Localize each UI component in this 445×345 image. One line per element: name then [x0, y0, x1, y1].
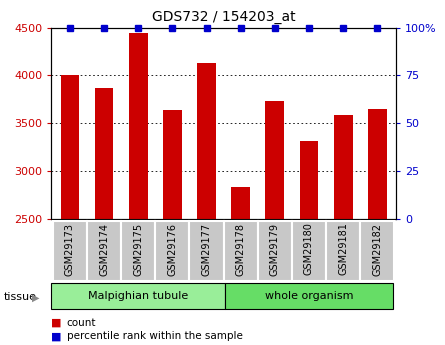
Text: tissue: tissue: [4, 293, 36, 302]
Text: ■: ■: [51, 332, 62, 341]
Text: GSM29174: GSM29174: [99, 223, 109, 276]
Text: GSM29181: GSM29181: [338, 223, 348, 276]
Text: GSM29179: GSM29179: [270, 223, 280, 276]
Bar: [129, 33, 148, 219]
Bar: [155, 221, 190, 281]
Bar: [258, 221, 292, 281]
Bar: [121, 221, 155, 281]
Text: GSM29176: GSM29176: [167, 223, 178, 276]
Bar: [95, 88, 113, 219]
Text: GSM29177: GSM29177: [202, 223, 211, 276]
Text: Malpighian tubule: Malpighian tubule: [88, 291, 188, 301]
Text: GSM29173: GSM29173: [65, 223, 75, 276]
Bar: [265, 101, 284, 219]
Bar: [190, 221, 224, 281]
Bar: [368, 109, 387, 219]
Bar: [326, 221, 360, 281]
Bar: [87, 221, 121, 281]
Bar: [224, 221, 258, 281]
Text: percentile rank within the sample: percentile rank within the sample: [67, 332, 243, 341]
Bar: [53, 221, 87, 281]
Text: GSM29182: GSM29182: [372, 223, 382, 276]
Text: whole organism: whole organism: [265, 291, 353, 301]
Text: ■: ■: [51, 318, 62, 327]
Bar: [197, 63, 216, 219]
Bar: [225, 283, 392, 309]
Bar: [51, 283, 225, 309]
Text: GSM29180: GSM29180: [304, 223, 314, 276]
Bar: [163, 110, 182, 219]
Text: GSM29175: GSM29175: [133, 223, 143, 276]
Bar: [299, 140, 318, 219]
Title: GDS732 / 154203_at: GDS732 / 154203_at: [152, 10, 295, 24]
Bar: [292, 221, 326, 281]
Text: GSM29178: GSM29178: [236, 223, 246, 276]
Bar: [360, 221, 394, 281]
Text: count: count: [67, 318, 96, 327]
Bar: [231, 187, 250, 219]
Text: ▶: ▶: [32, 293, 40, 302]
Bar: [61, 76, 79, 219]
Bar: [334, 115, 352, 219]
